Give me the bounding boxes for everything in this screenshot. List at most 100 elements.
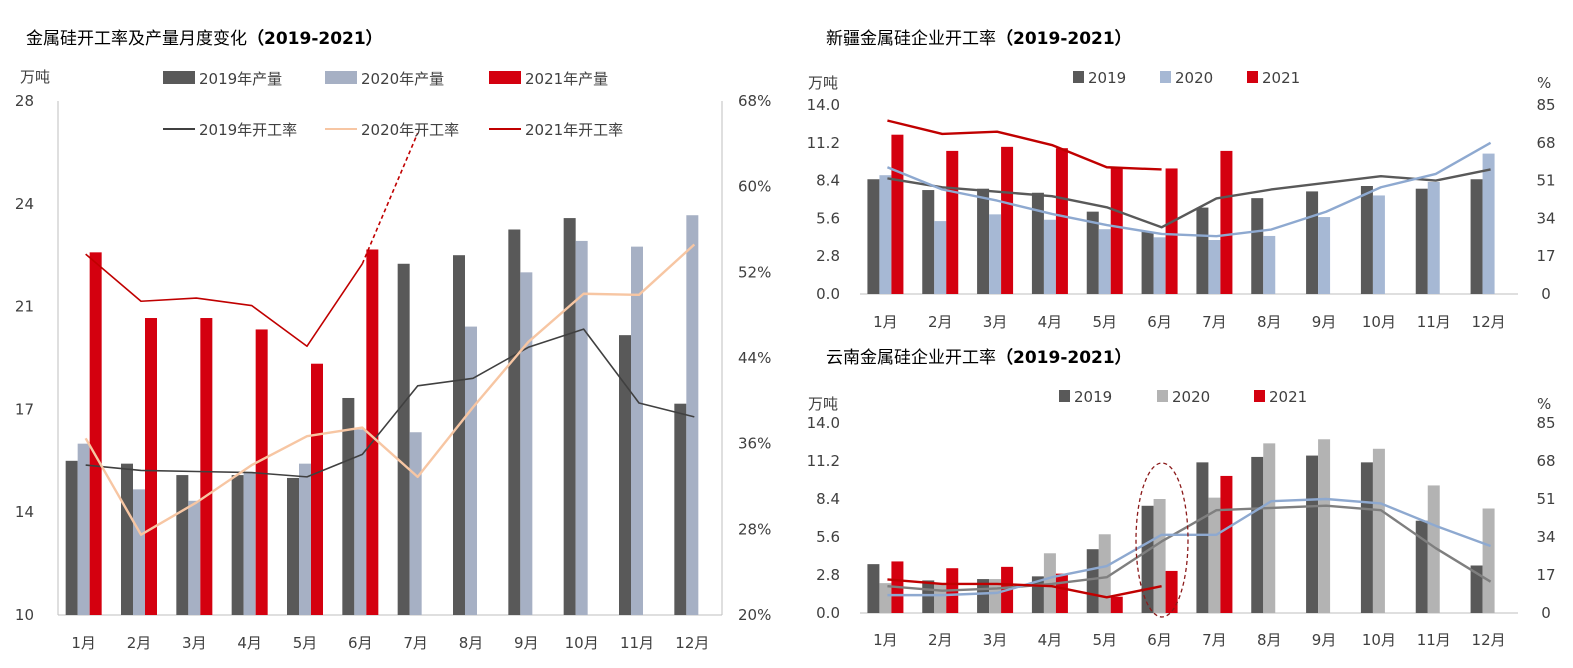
chart3-y2-tick-label: 0 bbox=[1541, 604, 1551, 622]
chart3-bar-2019 bbox=[922, 580, 935, 613]
chart3-y2-tick-label: 51 bbox=[1536, 490, 1555, 508]
chart3-bar-2021 bbox=[1220, 475, 1233, 613]
chart2-y2-tick-label: 17 bbox=[1536, 247, 1555, 265]
chart2-bar-2019 bbox=[977, 188, 990, 294]
chart3-legend-label: 2020 bbox=[1172, 388, 1210, 406]
chart3-y2-unit: % bbox=[1537, 395, 1551, 413]
chart3-bar-2019 bbox=[1141, 505, 1154, 613]
chart1-legend-label: 2021年产量 bbox=[525, 70, 608, 88]
chart1-bar-2019年产量 bbox=[508, 229, 521, 615]
chart3-x-tick-label: 5月 bbox=[1092, 631, 1117, 649]
chart1-legend-swatch bbox=[489, 71, 521, 84]
chart1-bar-2019年产量 bbox=[231, 475, 244, 615]
chart2-bar-2021 bbox=[1110, 167, 1123, 294]
chart1-x-tick-label: 11月 bbox=[620, 634, 654, 652]
chart2-bar-2019 bbox=[1251, 198, 1264, 294]
chart3-x-tick-label: 7月 bbox=[1202, 631, 1227, 649]
chart2-y2-tick-label: 0 bbox=[1541, 285, 1551, 303]
chart3-legend-label: 2021 bbox=[1269, 388, 1307, 406]
chart3-x-tick-label: 6月 bbox=[1147, 631, 1172, 649]
chart1-line-2021年开工率 bbox=[85, 253, 363, 348]
chart1-bar-2020年产量 bbox=[77, 443, 90, 615]
chart2-x-tick-label: 7月 bbox=[1202, 313, 1227, 331]
chart1-y-tick-label: 28 bbox=[15, 92, 34, 110]
chart3-x-tick-label: 12月 bbox=[1472, 631, 1506, 649]
chart1-bar-2020年产量 bbox=[409, 432, 422, 615]
chart2-bar-2019 bbox=[1086, 211, 1099, 294]
chart2-legend-swatch bbox=[1073, 71, 1084, 83]
chart2-y-tick-label: 0.0 bbox=[816, 285, 840, 303]
chart2-bar-2021 bbox=[1001, 146, 1014, 294]
chart1-x-tick-label: 6月 bbox=[348, 634, 373, 652]
chart2-y-tick-label: 8.4 bbox=[816, 172, 840, 190]
chart3-x-tick-label: 4月 bbox=[1038, 631, 1063, 649]
chart3-y-tick-label: 14.0 bbox=[807, 414, 840, 432]
chart2-x-tick-label: 11月 bbox=[1417, 313, 1451, 331]
chart1-title: 金属硅开工率及产量月度变化（2019-2021） bbox=[26, 28, 383, 49]
chart2-x-tick-label: 3月 bbox=[983, 313, 1008, 331]
chart2-bar-2020 bbox=[1043, 219, 1056, 294]
chart1-y2-tick-label: 20% bbox=[738, 606, 771, 624]
chart3-y-tick-label: 5.6 bbox=[816, 528, 840, 546]
chart3-bar-2020 bbox=[1372, 448, 1385, 613]
chart1-bar-2021年产量 bbox=[200, 318, 213, 615]
chart2-bar-2019 bbox=[1196, 207, 1209, 294]
chart2-x-tick-label: 9月 bbox=[1312, 313, 1337, 331]
chart2-x-tick-label: 10月 bbox=[1362, 313, 1396, 331]
chart3-line-2019 bbox=[887, 504, 1492, 592]
chart2-line-2021 bbox=[887, 119, 1162, 171]
chart1-y-tick-label: 21 bbox=[15, 298, 34, 316]
bars-layer bbox=[65, 134, 1495, 616]
chart1-y2-tick-label: 52% bbox=[738, 263, 771, 281]
chart3-legend-swatch bbox=[1157, 390, 1168, 402]
chart2-line-2020 bbox=[886, 141, 1492, 238]
chart1-x-tick-label: 2月 bbox=[127, 634, 152, 652]
chart2-bar-2021 bbox=[1055, 148, 1068, 294]
chart3-y2-tick-label: 34 bbox=[1536, 528, 1555, 546]
chart3-legend-label: 2019 bbox=[1074, 388, 1112, 406]
chart1-y-tick-label: 10 bbox=[15, 606, 34, 624]
chart1-bar-2019年产量 bbox=[674, 403, 687, 615]
chart3-june-highlight-ellipse bbox=[1135, 462, 1189, 618]
chart2-x-tick-label: 1月 bbox=[873, 313, 898, 331]
chart1-bar-2020年产量 bbox=[465, 326, 477, 615]
ticks-layer: 10 14 17 21 24 28 20% 28% 36% 44% 52% 60% 68% 1月 2月 3月 4… bbox=[15, 92, 1556, 652]
chart2-line-2019 bbox=[887, 168, 1491, 229]
chart1-line-2020年开工率 bbox=[84, 243, 696, 536]
chart1-bar-2020年产量 bbox=[133, 489, 145, 615]
chart1-bar-2019年产量 bbox=[619, 335, 631, 615]
chart3-bar-2019 bbox=[1470, 565, 1483, 613]
chart3-x-tick-label: 2月 bbox=[928, 631, 953, 649]
lines-layer bbox=[84, 119, 1492, 599]
chart3-legend-swatch bbox=[1254, 390, 1265, 402]
chart3-y-unit: 万吨 bbox=[808, 395, 838, 413]
chart3-x-tick-label: 1月 bbox=[873, 631, 898, 649]
chart1-legend-label: 2020年开工率 bbox=[361, 121, 459, 139]
chart2-bar-2020 bbox=[879, 175, 892, 294]
chart2-bar-2019 bbox=[1360, 186, 1373, 294]
chart1-bar-2019年产量 bbox=[121, 463, 133, 615]
chart1-y2-tick-label: 68% bbox=[738, 92, 771, 110]
chart1-y-tick-label: 14 bbox=[15, 503, 34, 521]
chart3-bar-2019 bbox=[1306, 455, 1319, 613]
chart3-bar-2020 bbox=[1427, 485, 1440, 613]
chart2-bar-2019 bbox=[922, 190, 935, 294]
chart1-bar-2021年产量 bbox=[311, 363, 323, 615]
chart2-bar-2020 bbox=[934, 221, 947, 294]
chart1-bar-2020年产量 bbox=[188, 500, 201, 615]
chart1-bar-2019年产量 bbox=[176, 475, 189, 615]
chart1-bar-2020年产量 bbox=[631, 246, 643, 615]
chart2-y2-tick-label: 68 bbox=[1536, 134, 1555, 152]
chart1-bar-2020年产量 bbox=[354, 429, 367, 615]
chart1-bar-2020年产量 bbox=[575, 240, 588, 615]
chart1-bar-2021年产量 bbox=[255, 329, 268, 615]
chart3-x-tick-label: 3月 bbox=[983, 631, 1008, 649]
chart2-title: 新疆金属硅企业开工率（2019-2021） bbox=[826, 28, 1132, 49]
chart2-y2-tick-label: 34 bbox=[1536, 209, 1555, 227]
chart1-x-tick-label: 12月 bbox=[675, 634, 709, 652]
chart2-bar-2020 bbox=[1427, 181, 1440, 294]
chart1-y-tick-label: 24 bbox=[15, 195, 34, 213]
chart3-bar-2020 bbox=[1153, 499, 1166, 613]
chart1-y2-tick-label: 60% bbox=[738, 178, 771, 196]
